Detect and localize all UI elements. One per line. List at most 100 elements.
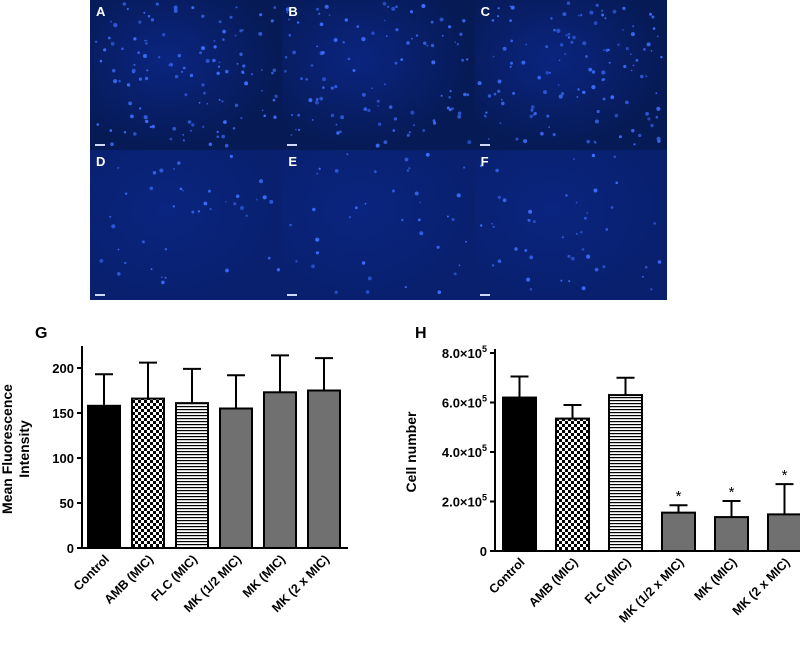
cell-dot bbox=[376, 143, 381, 148]
cell-dot bbox=[596, 109, 600, 114]
cell-dot bbox=[172, 126, 177, 131]
cell-dot bbox=[409, 131, 412, 134]
cell-dot bbox=[367, 108, 372, 113]
cell-dot bbox=[149, 125, 152, 129]
bar bbox=[714, 516, 749, 552]
cell-dot bbox=[162, 33, 166, 37]
panel-label: A bbox=[96, 4, 106, 19]
cell-dot bbox=[577, 88, 580, 91]
cell-dot bbox=[263, 114, 266, 118]
cell-dot bbox=[160, 276, 163, 279]
cell-dot bbox=[467, 140, 472, 145]
cell-dot bbox=[245, 214, 248, 217]
cell-dot bbox=[349, 216, 352, 219]
cell-dot bbox=[484, 111, 488, 114]
cell-dot bbox=[177, 161, 181, 165]
cell-dot bbox=[586, 212, 588, 214]
cell-dot bbox=[459, 32, 463, 36]
y-tick-label: 0 bbox=[67, 541, 74, 556]
cell-dot bbox=[416, 34, 419, 37]
cell-dot bbox=[493, 92, 496, 96]
cell-dot bbox=[502, 46, 507, 51]
cell-dot bbox=[319, 96, 324, 101]
cell-dot bbox=[207, 189, 211, 193]
cell-dot bbox=[440, 94, 444, 97]
micrograph-panel-b: B bbox=[282, 0, 475, 150]
cell-dot bbox=[448, 96, 452, 99]
cell-dot bbox=[509, 65, 512, 68]
cell-dot bbox=[423, 41, 427, 45]
cell-dot bbox=[465, 240, 468, 243]
cell-dot bbox=[529, 114, 533, 119]
cell-dot bbox=[567, 280, 570, 283]
cell-dots bbox=[477, 1, 663, 146]
cell-dot bbox=[659, 55, 663, 59]
cell-dot bbox=[637, 133, 642, 138]
cell-dot bbox=[181, 70, 183, 73]
bar bbox=[555, 417, 590, 553]
cell-dot bbox=[615, 181, 618, 185]
cell-dots bbox=[284, 1, 472, 148]
cell-dot bbox=[644, 265, 648, 269]
chart-h-cell-number: H Cell number 0 2.0×105 4.0×105 6.0×105 8.0×10… bbox=[403, 325, 800, 626]
cell-dot bbox=[145, 39, 148, 42]
cell-dot bbox=[111, 68, 116, 73]
x-tick-label: MK (MIC) bbox=[691, 555, 739, 603]
cell-dot bbox=[419, 201, 422, 204]
cell-dot bbox=[563, 53, 566, 55]
cell-dot bbox=[267, 256, 271, 260]
cell-dot bbox=[286, 11, 289, 14]
cell-dot bbox=[558, 94, 563, 99]
cell-dot bbox=[286, 7, 291, 12]
cell-dot bbox=[447, 106, 451, 110]
cell-dot bbox=[331, 86, 335, 90]
cell-dot bbox=[261, 69, 263, 71]
cell-dot bbox=[229, 15, 233, 19]
cell-dot bbox=[221, 134, 225, 139]
cell-dot bbox=[630, 69, 633, 72]
cell-dot bbox=[144, 76, 149, 81]
cell-dot bbox=[513, 247, 518, 251]
cell-dot bbox=[612, 9, 617, 14]
cell-dot bbox=[371, 87, 374, 89]
significance-mark: * bbox=[676, 488, 682, 505]
y-tick-label: 8.0×105 bbox=[442, 344, 487, 361]
cell-dot bbox=[172, 205, 175, 208]
cell-dot bbox=[124, 261, 127, 265]
cell-dot bbox=[361, 37, 366, 42]
cell-dot bbox=[164, 248, 167, 251]
cell-dot bbox=[572, 158, 575, 160]
cell-dot bbox=[291, 114, 294, 116]
cell-dot bbox=[458, 111, 462, 116]
cell-dot bbox=[222, 38, 225, 41]
cell-dot bbox=[649, 123, 654, 128]
cell-dot bbox=[415, 191, 420, 196]
cell-dot bbox=[143, 11, 146, 14]
cell-dot bbox=[655, 106, 661, 111]
cell-dot bbox=[410, 110, 415, 115]
panel-label: C bbox=[480, 4, 491, 19]
cell-dot bbox=[477, 81, 482, 86]
cell-dot bbox=[191, 210, 195, 214]
cell-dot bbox=[328, 14, 331, 16]
cell-dot bbox=[509, 5, 511, 8]
cell-dot bbox=[529, 288, 532, 291]
cell-dot bbox=[262, 195, 267, 200]
cell-dot bbox=[511, 91, 515, 95]
cell-dot bbox=[311, 264, 316, 269]
scale-bar bbox=[95, 144, 105, 146]
cell-dot bbox=[184, 93, 188, 97]
y-tick-label: 2.0×105 bbox=[442, 493, 487, 510]
cell-dot bbox=[110, 142, 114, 146]
cell-dot bbox=[500, 98, 503, 101]
cell-dot bbox=[411, 37, 414, 40]
cell-dot bbox=[602, 78, 605, 81]
cell-dot bbox=[404, 157, 409, 162]
y-tick-label: 50 bbox=[60, 496, 74, 511]
cell-dot bbox=[213, 39, 216, 42]
cell-dot bbox=[346, 153, 349, 156]
cell-dot bbox=[571, 35, 576, 40]
cell-dot bbox=[491, 223, 493, 225]
cell-dot bbox=[595, 3, 599, 7]
cell-dot bbox=[641, 275, 644, 278]
